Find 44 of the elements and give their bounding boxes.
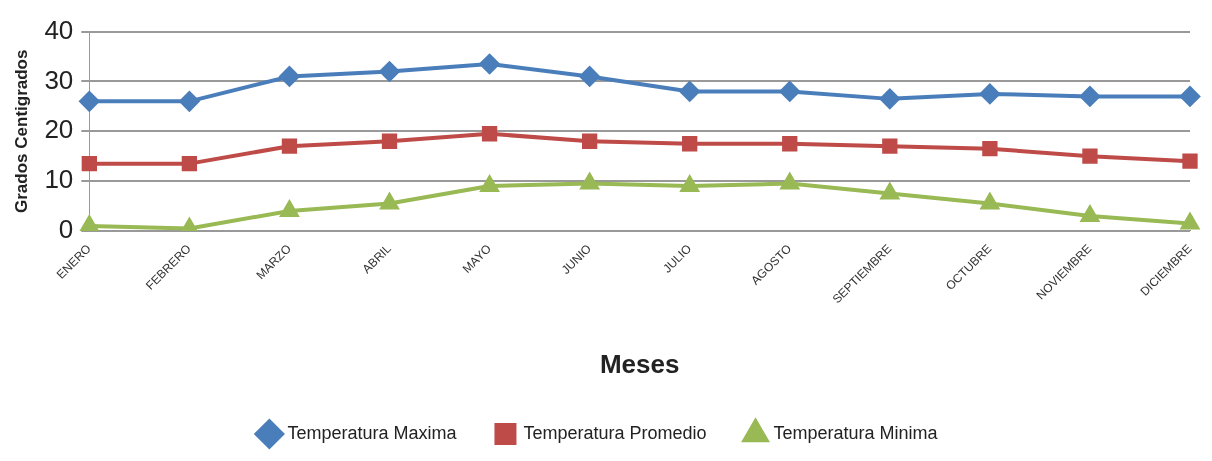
y-tick-label: 10 [44,164,74,195]
point [1082,148,1098,164]
legend-label: Temperatura Promedio [523,422,707,443]
y-tick-label: 20 [44,114,74,145]
point [879,181,900,200]
point [280,200,299,217]
legend-label: Temperatura Minima [773,422,939,443]
y-tick-label: 0 [58,214,74,245]
point [379,61,400,82]
point [982,141,998,157]
point [181,156,198,172]
point [682,136,698,152]
point [1081,205,1099,222]
point [479,53,500,74]
point [1079,86,1100,107]
point [579,66,600,87]
point [581,133,598,149]
y-axis-title: Grados Centigrados [11,49,31,213]
point [481,126,498,142]
point [782,136,798,152]
y-tick-label: 40 [44,14,74,45]
point [579,171,600,190]
point [381,133,398,149]
point [480,176,499,193]
point [1181,213,1199,230]
point [281,138,298,154]
point [882,138,898,154]
legend-label: Temperatura Maxima [287,422,458,443]
point [379,191,400,210]
y-tick-label: 30 [44,64,74,95]
x-axis-title: Meses [599,348,680,379]
point [680,176,699,193]
point [679,81,700,102]
point [81,156,97,172]
point [779,81,800,102]
point [80,215,99,231]
point [79,91,100,112]
point [1180,86,1200,107]
point [179,91,200,112]
point [1182,153,1198,169]
point [279,66,300,87]
point [979,83,1000,104]
point [779,171,800,190]
point [879,88,900,109]
